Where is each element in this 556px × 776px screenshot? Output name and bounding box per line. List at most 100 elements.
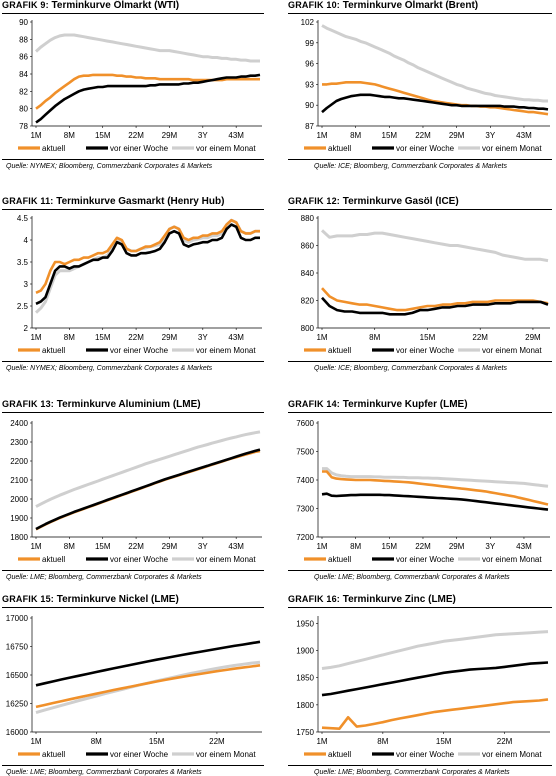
- x-tick-label: 29M: [525, 333, 541, 342]
- x-tick-label: 22M: [128, 542, 144, 551]
- chart-svg: 1750 1800 1850 1900 1950 1M 8M 15M 22M aktuell vor…: [296, 616, 550, 759]
- chart-title: GRAFIK 14: Terminkurve Kupfer (LME): [288, 399, 468, 410]
- y-tick-label: 4: [24, 236, 29, 245]
- chart-title: GRAFIK 11: Terminkurve Gasmarkt (Henry H…: [2, 196, 224, 207]
- x-tick-label: 3Y: [485, 542, 495, 551]
- chart-title-text: Terminkurve Ölmarkt (WTI): [51, 0, 180, 11]
- y-tick-label: 7600: [296, 419, 314, 428]
- legend-label-monat: vor einem Monat: [482, 750, 542, 759]
- chart-title-prefix: GRAFIK 9:: [2, 0, 52, 10]
- series-line-aktuell: [321, 287, 549, 312]
- title-rule: [288, 13, 552, 14]
- source-note: Quelle: ICE; Bloomberg, Commerzbank Corp…: [314, 365, 507, 372]
- legend-label-monat: vor einem Monat: [482, 555, 542, 564]
- bottom-rule: [2, 159, 264, 160]
- chart-panel-g9: GRAFIK 9: Terminkurve Ölmarkt (WTI) 78 80 8…: [2, 0, 264, 183]
- y-tick-label: 4.5: [17, 214, 29, 223]
- y-tick-label: 16750: [6, 643, 29, 652]
- chart-title-text: Terminkurve Gasöl (ICE): [342, 196, 459, 207]
- series-line-woche: [35, 223, 260, 305]
- series-line-aktuell: [35, 664, 261, 709]
- chart-svg: 1800 1900 2000 2100 2200 2300 2400 1M 8M 15M 22M 29…: [10, 419, 262, 564]
- x-tick-label: 29M: [162, 131, 178, 140]
- bottom-rule: [288, 570, 552, 571]
- series-line-aktuell: [322, 470, 549, 506]
- y-tick-label: 82: [19, 87, 28, 96]
- bottom-rule: [2, 765, 264, 766]
- x-tick-label: 8M: [350, 542, 361, 551]
- legend-label-woche: vor einer Woche: [396, 555, 455, 564]
- series-line-woche: [321, 492, 549, 511]
- x-tick-label: 15M: [420, 333, 436, 342]
- series-line-aktuell: [322, 81, 549, 116]
- x-tick-label: 8M: [91, 737, 102, 746]
- chart-panel-g11: GRAFIK 11: Terminkurve Gasmarkt (Henry H…: [2, 196, 264, 383]
- legend-label-aktuell: aktuell: [328, 346, 351, 355]
- x-tick-label: 15M: [382, 131, 398, 140]
- y-tick-label: 80: [19, 105, 28, 114]
- x-tick-label: 3Y: [198, 542, 208, 551]
- legend-label-woche: vor einer Woche: [110, 346, 169, 355]
- y-tick-label: 2: [24, 324, 29, 333]
- chart-svg: 2 2.5 3 3.5 4 4.5 1M 8M 15M 22M 29M 3Y 43M aktuell vor…: [17, 214, 262, 355]
- x-tick-label: 15M: [436, 737, 452, 746]
- y-tick-label: 1800: [10, 533, 28, 542]
- series-line-monat: [322, 467, 549, 488]
- x-tick-label: 22M: [128, 333, 144, 342]
- y-tick-label: 1950: [296, 619, 314, 628]
- y-tick-label: 90: [19, 18, 28, 27]
- chart-title-text: Terminkurve Kupfer (LME): [342, 399, 468, 410]
- x-tick-label: 1M: [30, 333, 41, 342]
- series-line-aktuell: [35, 218, 260, 294]
- x-tick-label: 1M: [316, 542, 327, 551]
- y-tick-label: 87: [305, 122, 314, 131]
- legend-label-monat: vor einem Monat: [482, 144, 542, 153]
- x-tick-label: 1M: [30, 542, 41, 551]
- x-tick-label: 43M: [228, 542, 244, 551]
- series-line-monat: [35, 430, 261, 508]
- x-tick-label: 1M: [30, 131, 41, 140]
- chart-title-text: Terminkurve Aluminium (LME): [56, 399, 201, 410]
- y-tick-label: 2100: [10, 476, 28, 485]
- chart-title-text: Terminkurve Nickel (LME): [56, 594, 179, 605]
- title-rule: [2, 412, 264, 413]
- legend-label-woche: vor einer Woche: [396, 750, 455, 759]
- y-tick-label: 2000: [10, 495, 28, 504]
- y-tick-label: 7300: [296, 505, 314, 514]
- bottom-rule: [288, 361, 552, 362]
- y-tick-label: 93: [305, 80, 314, 89]
- legend-label-monat: vor einem Monat: [482, 346, 542, 355]
- y-tick-label: 86: [19, 53, 28, 62]
- y-tick-label: 1900: [10, 514, 28, 523]
- series-line-monat: [321, 24, 548, 103]
- y-tick-label: 820: [301, 297, 315, 306]
- chart-title: GRAFIK 13: Terminkurve Aluminium (LME): [2, 399, 201, 410]
- x-tick-label: 15M: [149, 737, 165, 746]
- source-note: Quelle: NYMEX; Bloomberg, Commerzbank Co…: [6, 163, 213, 170]
- chart-panel-g14: GRAFIK 14: Terminkurve Kupfer (LME) 7200 7…: [288, 399, 552, 589]
- y-tick-label: 17000: [6, 614, 29, 623]
- legend-label-monat: vor einem Monat: [196, 346, 256, 355]
- source-note: Quelle: LME; Bloomberg, Commerzbank Corp…: [6, 574, 202, 581]
- chart-panel-g12: GRAFIK 12: Terminkurve Gasöl (ICE) 800 820…: [288, 196, 552, 383]
- legend-label-woche: vor einer Woche: [396, 346, 455, 355]
- bottom-rule: [288, 765, 552, 766]
- series-line-aktuell: [321, 698, 549, 730]
- y-tick-label: 2400: [10, 419, 28, 428]
- chart-panel-g16: GRAFIK 16: Terminkurve Zinc (LME) 1750 180…: [288, 594, 552, 776]
- x-tick-label: 22M: [497, 737, 513, 746]
- x-tick-label: 8M: [377, 737, 388, 746]
- chart-title: GRAFIK 9: Terminkurve Ölmarkt (WTI): [2, 0, 179, 11]
- y-tick-label: 16000: [6, 728, 29, 737]
- x-tick-label: 8M: [64, 131, 75, 140]
- series-line-woche: [35, 448, 261, 531]
- source-note: Quelle: LME; Bloomberg, Commerzbank Corp…: [6, 769, 202, 776]
- legend-label-aktuell: aktuell: [42, 555, 65, 564]
- y-tick-label: 102: [301, 18, 315, 27]
- legend-label-woche: vor einer Woche: [110, 750, 169, 759]
- x-tick-label: 15M: [95, 333, 111, 342]
- chart-title-text: Terminkurve Zinc (LME): [342, 594, 456, 605]
- series-line-woche: [321, 661, 549, 697]
- x-tick-label: 43M: [228, 131, 244, 140]
- y-tick-label: 84: [19, 70, 28, 79]
